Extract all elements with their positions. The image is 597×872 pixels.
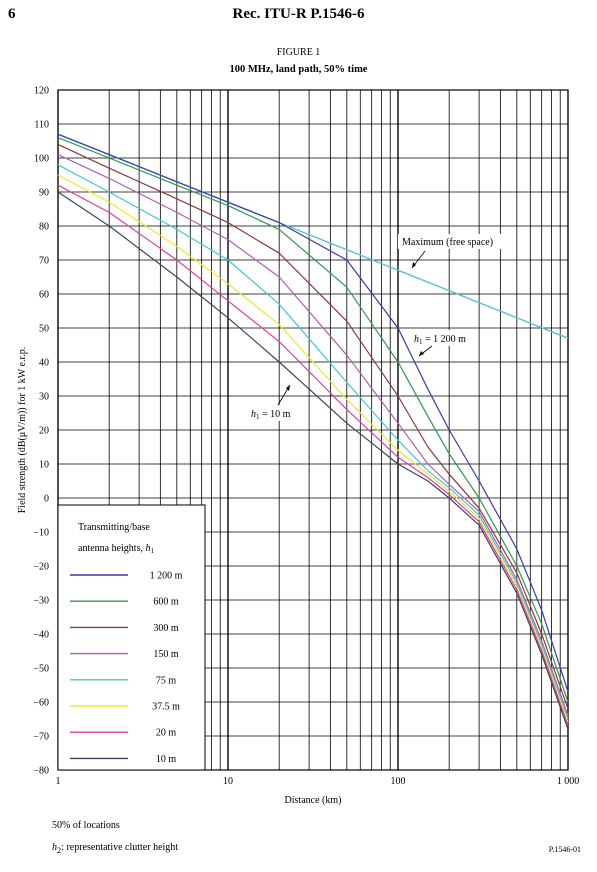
y-tick-label: −60 <box>33 698 49 709</box>
annotation-bg <box>247 405 299 421</box>
arrow-head <box>286 385 290 391</box>
y-tick-label: 90 <box>39 188 49 199</box>
legend-label: 10 m <box>156 754 177 765</box>
y-tick-label: 50 <box>39 324 49 335</box>
legend-label: 300 m <box>153 623 179 634</box>
x-tick-label: 1 <box>56 776 61 787</box>
y-tick-label: 80 <box>39 222 49 233</box>
arrow-head <box>412 262 416 268</box>
y-tick-label: 40 <box>39 358 49 369</box>
y-tick-label: −10 <box>33 528 49 539</box>
y-tick-label: −40 <box>33 630 49 641</box>
figure-label: FIGURE 1 <box>276 47 321 58</box>
note-clutter-symbol: h <box>52 842 57 853</box>
y-tick-label: −20 <box>33 562 49 573</box>
series-line-37-5-m <box>57 174 569 723</box>
y-tick-label: 100 <box>34 154 49 165</box>
y-tick-label: 70 <box>39 256 49 267</box>
legend-label: 37.5 m <box>152 702 180 713</box>
annotation-bg <box>398 234 506 249</box>
legend-label: 150 m <box>153 649 179 660</box>
running-title: Rec. ITU-R P.1546-6 <box>232 6 365 22</box>
x-tick-label: 100 <box>391 776 406 787</box>
y-tick-label: 10 <box>39 460 49 471</box>
y-tick-label: 110 <box>34 120 49 131</box>
legend: Transmitting/base antenna heights, h1 1 20… <box>57 504 206 771</box>
x-axis-label: Distance (km) <box>285 795 342 806</box>
y-tick-label: −30 <box>33 596 49 607</box>
y-tick-label: −80 <box>33 766 49 777</box>
figure-code: P.1546-01 <box>548 845 581 854</box>
y-tick-label: 20 <box>39 426 49 437</box>
figure-title: 100 MHz, land path, 50% time <box>229 64 368 75</box>
y-tick-label: 60 <box>39 290 49 301</box>
annotation-free-space: Maximum (free space) <box>402 237 493 248</box>
legend-label: 1 200 m <box>150 571 183 582</box>
legend-title-line2: antenna heights, h1 <box>78 543 154 555</box>
series-line-10-m <box>57 191 569 730</box>
plot-frame <box>57 89 569 771</box>
curves <box>57 133 569 730</box>
series-line-75-m <box>57 164 569 720</box>
y-tick-label: −70 <box>33 732 49 743</box>
legend-box <box>57 504 206 771</box>
note-clutter: h2: representative clutter height <box>52 842 178 855</box>
y-tick-label: 120 <box>34 86 49 97</box>
y-tick-label: 0 <box>44 494 49 505</box>
note-clutter-subscript: 2 <box>57 846 62 855</box>
legend-label: 20 m <box>156 728 177 739</box>
note-locations: 50% of locations <box>52 820 120 831</box>
x-tick-label: 1 000 <box>557 776 580 787</box>
series-line-1-200-m <box>57 133 569 692</box>
series-line-300-m <box>57 143 569 709</box>
legend-label: 75 m <box>156 675 177 686</box>
annotation-h1-10: h1 = 10 m <box>251 409 291 421</box>
note-clutter-text: : representative clutter height <box>61 842 179 853</box>
page-number: 6 <box>8 6 16 22</box>
field-strength-chart: −80 −70 −60 −50 −40 −30 −20 −10 0 10 20 30 40 50 60 70 8… <box>17 86 580 807</box>
y-tick-label: 30 <box>39 392 49 403</box>
series-line-600-m <box>57 137 569 703</box>
series-line-20-m <box>57 184 569 726</box>
annotation-h1-1200: h1 = 1 200 m <box>414 334 466 346</box>
arrow-head <box>419 351 424 356</box>
y-tick-label: −50 <box>33 664 49 675</box>
y-axis-label: Field strength (dB(μV/m)) for 1 kW e.r.p… <box>17 347 28 514</box>
series-line-150-m <box>57 154 569 716</box>
x-tick-label: 10 <box>223 776 233 787</box>
annotation-bg <box>410 330 472 346</box>
legend-label: 600 m <box>153 597 179 608</box>
legend-title-line1: Transmitting/base <box>78 522 150 533</box>
